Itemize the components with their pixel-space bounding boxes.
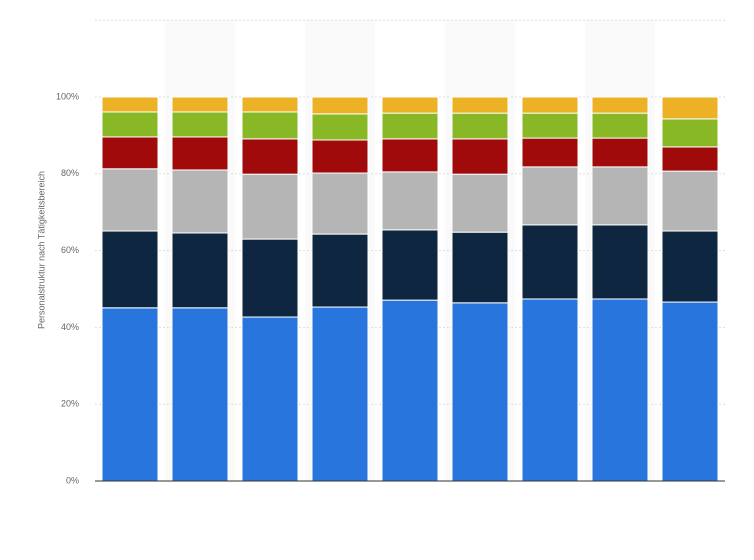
bar-segment [451, 173, 509, 233]
bar-segment [381, 299, 439, 482]
bar-segment [381, 229, 439, 301]
bar-segment [241, 96, 299, 113]
bar-segment [451, 231, 509, 304]
bar-segment [591, 96, 649, 114]
bar-segment [661, 146, 719, 172]
bar-segment [101, 230, 159, 309]
bar-segment [101, 96, 159, 113]
bar-segment [171, 307, 229, 482]
bar-segment [241, 138, 299, 175]
bar-segment [591, 166, 649, 226]
bar-segment [241, 316, 299, 482]
bar-segment [521, 137, 579, 168]
y-tick-label: 80% [61, 168, 79, 178]
bar-segment [241, 173, 299, 240]
y-tick-label: 60% [61, 245, 79, 255]
bar-segment [381, 171, 439, 231]
bar-segment [311, 233, 369, 308]
bar-segment [591, 112, 649, 139]
bar-segment [311, 306, 369, 482]
bar-segment [521, 166, 579, 226]
y-tick-label: 20% [61, 399, 79, 409]
bar-segment [661, 301, 719, 482]
bar-segment [661, 230, 719, 303]
bar-segment [311, 172, 369, 235]
bar-segment [591, 224, 649, 300]
bar-segment [101, 168, 159, 232]
bar-segment [381, 112, 439, 140]
bar-segment [171, 169, 229, 234]
bar-segment [171, 96, 229, 113]
bar-segment [591, 137, 649, 168]
bar-segment [521, 112, 579, 139]
bar-segment [241, 111, 299, 140]
bar-segment [451, 138, 509, 175]
bar-segment [521, 298, 579, 482]
bar-segment [311, 139, 369, 174]
bar-segment [311, 113, 369, 141]
y-tick-label: 100% [56, 91, 79, 101]
bar-segment [521, 96, 579, 114]
bar-segment [241, 238, 299, 318]
bar-segment [451, 96, 509, 114]
y-tick-label: 0% [66, 475, 79, 485]
bar-segment [311, 96, 369, 115]
bar-segment [451, 302, 509, 482]
bar-segment [101, 307, 159, 482]
bar-segment [101, 111, 159, 138]
y-tick-label: 40% [61, 322, 79, 332]
bar-segment [171, 111, 229, 138]
bar-segment [661, 170, 719, 232]
bar-segment [101, 136, 159, 170]
bar-segment [661, 96, 719, 120]
bar-segment [381, 96, 439, 114]
bar-segment [451, 112, 509, 140]
bar-segment [591, 298, 649, 482]
bar-segment [381, 138, 439, 173]
bar-segment [661, 118, 719, 148]
bar-segment [171, 232, 229, 309]
bar-segment [171, 136, 229, 171]
bar-segment [521, 224, 579, 300]
y-axis-label: Personalstruktur nach Tätigkeitsbereich [36, 171, 46, 329]
